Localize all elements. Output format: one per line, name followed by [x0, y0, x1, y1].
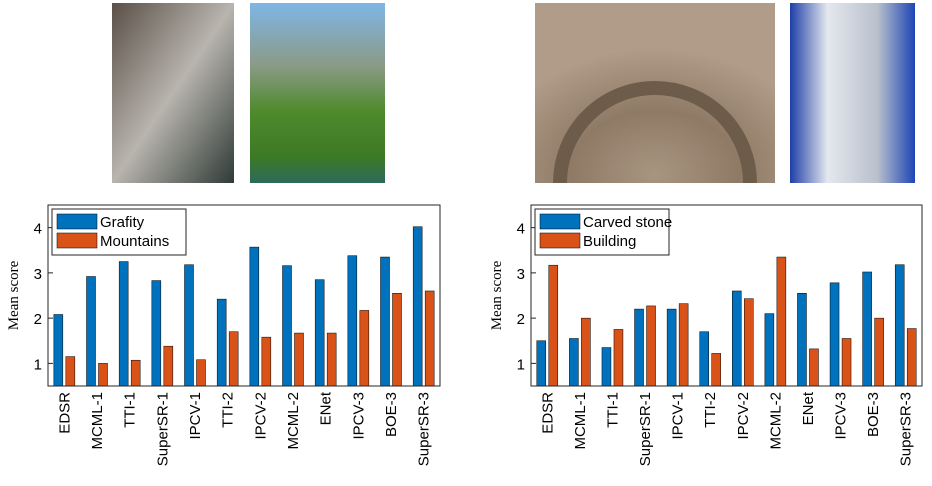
x-tick-label: IPCV-2 [252, 392, 269, 440]
bar [678, 303, 689, 387]
legend-swatch [56, 213, 98, 230]
legend-swatch [56, 232, 98, 249]
y-axis-label: Mean score [489, 260, 505, 330]
bar [569, 338, 579, 387]
x-tick-label: BOE-3 [865, 392, 882, 437]
x-tick-label: IPCV-2 [735, 392, 752, 440]
x-tick-label: TTI-1 [122, 392, 139, 428]
y-tick-label: 4 [34, 221, 42, 238]
y-tick-label: 4 [517, 221, 525, 238]
bar [282, 265, 292, 387]
legend-swatch [539, 213, 581, 230]
x-tick-label: MCML-2 [285, 392, 302, 450]
y-tick-label: 1 [517, 356, 525, 373]
bar [894, 264, 905, 387]
legend-swatch [539, 232, 581, 249]
bar [744, 298, 754, 387]
x-tick-label: SuperSR-3 [416, 392, 433, 466]
x-tick-label: MCML-2 [767, 392, 784, 450]
bar [118, 261, 129, 387]
bar [196, 359, 206, 387]
bar [314, 279, 325, 387]
bar [294, 332, 304, 387]
x-tick-label: TTI-1 [604, 392, 621, 428]
photo-graffiti [112, 3, 234, 183]
bar [841, 338, 852, 387]
bar [548, 264, 559, 387]
bar [424, 290, 435, 387]
x-tick-label: ENet [800, 391, 817, 425]
bar [581, 317, 591, 387]
bar [65, 356, 76, 387]
bar [412, 226, 423, 387]
bar [797, 292, 807, 387]
bar [646, 305, 656, 387]
x-tick-label: IPCV-1 [187, 392, 204, 440]
bar [249, 246, 260, 387]
bar [829, 282, 840, 387]
bar [151, 280, 162, 387]
x-tick-label: IPCV-3 [350, 392, 367, 440]
x-tick-label: EDSR [539, 392, 556, 434]
bar [228, 331, 239, 387]
photo-mountains [250, 3, 385, 183]
y-tick-label: 1 [34, 356, 42, 373]
bar [216, 298, 227, 387]
bar [809, 348, 819, 387]
bar [776, 256, 787, 387]
x-tick-label: TTI-2 [702, 392, 719, 428]
bar [601, 347, 612, 387]
bar [347, 255, 358, 387]
x-tick-label: SuperSR-3 [898, 392, 915, 466]
x-tick-label: IPCV-1 [670, 392, 687, 440]
x-tick-label: EDSR [56, 392, 73, 434]
photo-detail [553, 81, 757, 184]
plot-frame [47, 204, 441, 387]
x-tick-label: MCML-1 [572, 392, 589, 450]
bar [86, 276, 96, 387]
bar [380, 256, 390, 387]
bar [732, 290, 742, 387]
plot-frame [530, 204, 923, 387]
bar [261, 336, 272, 387]
bar [906, 328, 917, 387]
bar [711, 353, 721, 387]
bar [874, 317, 884, 387]
bar [359, 310, 370, 387]
x-tick-label: SuperSR-1 [637, 392, 654, 466]
y-tick-label: 3 [34, 266, 42, 283]
photo-building [790, 3, 915, 183]
bar [130, 359, 141, 387]
bar [184, 264, 194, 387]
x-tick-label: ENet [318, 391, 335, 425]
legend-label: Carved stone [583, 214, 672, 231]
y-tick-label: 2 [517, 311, 525, 328]
bar [634, 308, 644, 387]
y-tick-label: 2 [34, 311, 42, 328]
x-tick-label: BOE-3 [383, 392, 400, 437]
bar [862, 271, 872, 387]
bar [666, 308, 677, 387]
bar [764, 313, 775, 387]
bar [98, 363, 108, 387]
bar [326, 332, 337, 387]
legend-label: Grafity [100, 214, 145, 231]
legend-label: Building [583, 233, 636, 250]
y-tick-label: 3 [517, 266, 525, 283]
x-tick-label: MCML-1 [89, 392, 106, 450]
bar [613, 329, 624, 387]
legend-label: Mountains [100, 233, 169, 250]
bar [392, 292, 402, 387]
bar [536, 340, 547, 387]
y-axis-label: Mean score [6, 260, 22, 330]
x-tick-label: TTI-2 [220, 392, 237, 428]
x-tick-label: IPCV-3 [833, 392, 850, 440]
x-tick-label: SuperSR-1 [154, 392, 171, 466]
bar [699, 331, 709, 387]
bar [163, 345, 174, 387]
bar [53, 314, 64, 387]
